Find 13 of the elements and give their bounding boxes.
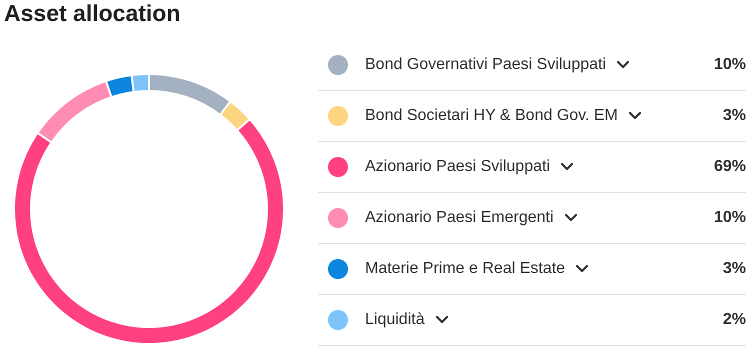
data-label: 10% xyxy=(714,56,746,74)
legend-label: Azionario Paesi Emergenti xyxy=(365,209,554,227)
data-label: 10% xyxy=(714,209,746,227)
legend-label: Azionario Paesi Sviluppati xyxy=(365,158,550,176)
legend-label: Bond Governativi Paesi Sviluppati xyxy=(365,56,606,74)
data-label: 2% xyxy=(722,311,746,329)
legend-label: Liquidità xyxy=(365,311,425,329)
data-label: 3% xyxy=(722,107,746,125)
data-label: 69% xyxy=(714,158,746,176)
legend-label: Materie Prime e Real Estate xyxy=(365,260,566,278)
data-label: 3% xyxy=(722,260,746,278)
chart-title: Asset allocation xyxy=(4,0,180,26)
legend-label: Bond Societari HY & Bond Gov. EM xyxy=(365,107,618,125)
